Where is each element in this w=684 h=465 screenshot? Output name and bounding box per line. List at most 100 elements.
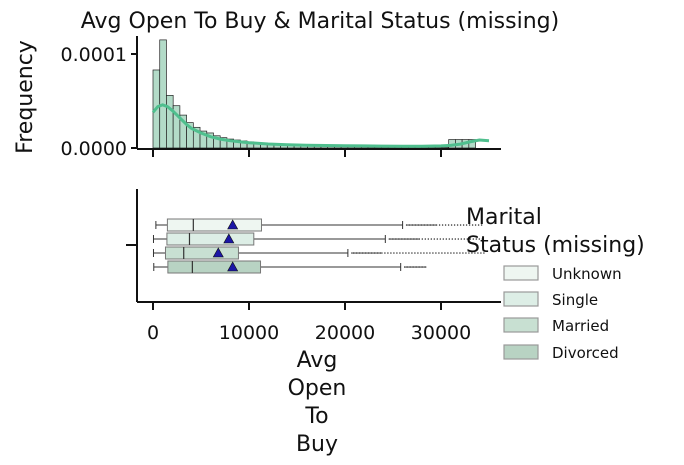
boxplot-married	[152, 246, 485, 260]
outlier-point	[417, 224, 420, 226]
outlier-point	[463, 238, 466, 240]
legend-label: Married	[552, 317, 609, 335]
outlier-point	[361, 252, 364, 254]
outlier-point	[357, 252, 359, 254]
outlier-point	[422, 224, 424, 226]
outlier-point	[430, 238, 433, 240]
x-axis-label-line: Open	[288, 376, 347, 401]
outlier-point	[416, 224, 418, 226]
outlier-point	[417, 266, 419, 268]
outlier-point	[410, 224, 412, 226]
outlier-point	[457, 238, 460, 240]
outlier-point	[390, 238, 392, 240]
outlier-point	[432, 252, 434, 254]
histogram-bar	[159, 39, 167, 149]
outlier-point	[381, 252, 383, 254]
outlier-point	[438, 224, 441, 226]
outlier-point	[354, 252, 356, 254]
outlier-point	[451, 238, 454, 240]
x-axis-label-line: Avg	[297, 348, 338, 373]
outlier-point	[412, 238, 415, 240]
outlier-point	[435, 224, 438, 226]
outlier-point	[424, 266, 427, 268]
outlier-point	[418, 238, 421, 240]
outlier-point	[400, 238, 403, 240]
y-tick-label: 0.0000	[61, 138, 127, 160]
outlier-point	[406, 266, 409, 268]
outlier-point	[419, 224, 421, 226]
boxplot-divorced	[153, 260, 427, 274]
outlier-point	[411, 224, 414, 226]
outlier-point	[355, 252, 358, 254]
outlier-point	[417, 252, 419, 254]
outlier-point	[423, 266, 425, 268]
outlier-point	[475, 238, 478, 240]
outlier-point	[351, 252, 353, 254]
outlier-point	[387, 252, 389, 254]
outlier-point	[399, 252, 401, 254]
outlier-point	[421, 238, 424, 240]
outlier-point	[411, 238, 413, 240]
outlier-point	[420, 252, 422, 254]
outlier-point	[433, 238, 436, 240]
outlier-point	[402, 252, 404, 254]
outlier-point	[406, 238, 409, 240]
outlier-point	[426, 252, 428, 254]
outlier-point	[471, 252, 473, 254]
outlier-point	[414, 252, 416, 254]
x-axis-label-line: To	[304, 404, 328, 429]
outlier-point	[435, 252, 437, 254]
outlier-point	[424, 238, 427, 240]
outlier-point	[367, 252, 370, 254]
outlier-point	[468, 224, 471, 226]
outlier-point	[409, 266, 412, 268]
outlier-point	[425, 224, 427, 226]
outlier-point	[431, 224, 433, 226]
x-axis-label-line: Buy	[296, 432, 338, 457]
outlier-point	[465, 224, 468, 226]
outlier-point	[370, 252, 373, 254]
outlier-point	[439, 238, 442, 240]
boxplot-unknown	[155, 218, 483, 232]
outlier-point	[423, 224, 426, 226]
outlier-point	[456, 252, 458, 254]
y-axis-label: Frequency	[13, 40, 38, 154]
outlier-point	[415, 266, 418, 268]
outlier-point	[363, 252, 365, 254]
outlier-point	[411, 252, 413, 254]
legend-swatch	[503, 265, 539, 281]
outlier-point	[456, 224, 459, 226]
outlier-point	[405, 252, 407, 254]
outlier-point	[471, 224, 474, 226]
outlier-point	[459, 252, 461, 254]
outlier-point	[393, 238, 395, 240]
legend-swatch	[503, 344, 539, 360]
outlier-point	[417, 238, 419, 240]
outlier-point	[436, 238, 439, 240]
outlier-point	[378, 252, 380, 254]
outlier-point	[432, 224, 435, 226]
outlier-point	[399, 238, 401, 240]
outlier-point	[384, 252, 386, 254]
outlier-point	[448, 238, 451, 240]
x-axis-label: Avg Open To Buy	[288, 348, 347, 457]
outlier-point	[409, 238, 412, 240]
outlier-point	[423, 252, 425, 254]
outlier-point	[453, 224, 456, 226]
mean-marker	[223, 233, 235, 244]
outlier-point	[434, 224, 436, 226]
outlier-point	[460, 238, 463, 240]
outlier-point	[428, 224, 430, 226]
outlier-point	[429, 224, 432, 226]
outlier-point	[426, 224, 429, 226]
outlier-point	[472, 238, 475, 240]
outlier-point	[369, 252, 371, 254]
outlier-point	[376, 252, 379, 254]
outlier-point	[352, 252, 355, 254]
outlier-point	[412, 266, 415, 268]
x-tick-label: 0	[147, 322, 159, 344]
outlier-point	[414, 266, 416, 268]
outlier-point	[480, 252, 482, 254]
outlier-point	[462, 224, 465, 226]
outlier-point	[474, 224, 477, 226]
